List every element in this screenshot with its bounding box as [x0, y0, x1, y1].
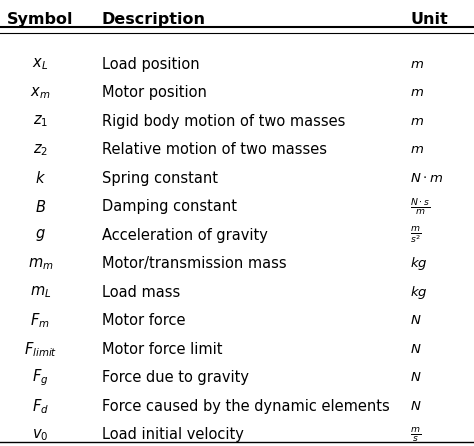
- Text: $x_L$: $x_L$: [32, 56, 48, 72]
- Text: $m_m$: $m_m$: [27, 256, 53, 272]
- Text: $m$: $m$: [410, 86, 424, 99]
- Text: $N$: $N$: [410, 343, 421, 356]
- Text: $k$: $k$: [35, 170, 46, 186]
- Text: Load position: Load position: [102, 57, 200, 72]
- Text: Relative motion of two masses: Relative motion of two masses: [102, 142, 327, 157]
- Text: $\frac{m}{s}$: $\frac{m}{s}$: [410, 425, 421, 444]
- Text: Load mass: Load mass: [102, 285, 180, 300]
- Text: Motor position: Motor position: [102, 85, 207, 100]
- Text: $N \cdot m$: $N \cdot m$: [410, 172, 443, 185]
- Text: $\frac{m}{s^2}$: $\frac{m}{s^2}$: [410, 225, 421, 246]
- Text: Description: Description: [102, 12, 206, 27]
- Text: Load initial velocity: Load initial velocity: [102, 427, 244, 442]
- Text: Motor force: Motor force: [102, 313, 185, 328]
- Text: $kg$: $kg$: [410, 284, 428, 301]
- Text: $m$: $m$: [410, 143, 424, 156]
- Text: $B$: $B$: [35, 199, 46, 215]
- Text: $F_{limit}$: $F_{limit}$: [24, 340, 57, 359]
- Text: $m$: $m$: [410, 58, 424, 71]
- Text: $z_1$: $z_1$: [33, 113, 48, 129]
- Text: Rigid body motion of two masses: Rigid body motion of two masses: [102, 114, 345, 129]
- Text: $x_m$: $x_m$: [30, 85, 50, 101]
- Text: Force due to gravity: Force due to gravity: [102, 370, 249, 385]
- Text: $N$: $N$: [410, 400, 421, 413]
- Text: $N$: $N$: [410, 371, 421, 384]
- Text: Motor force limit: Motor force limit: [102, 342, 222, 357]
- Text: Damping constant: Damping constant: [102, 199, 237, 214]
- Text: $m_L$: $m_L$: [29, 285, 51, 300]
- Text: $F_d$: $F_d$: [32, 397, 49, 416]
- Text: Acceleration of gravity: Acceleration of gravity: [102, 228, 268, 243]
- Text: Spring constant: Spring constant: [102, 171, 218, 186]
- Text: Unit: Unit: [410, 12, 448, 27]
- Text: $kg$: $kg$: [410, 255, 428, 272]
- Text: $v_0$: $v_0$: [32, 427, 48, 442]
- Text: $z_2$: $z_2$: [33, 142, 48, 157]
- Text: $g$: $g$: [35, 227, 46, 243]
- Text: $N$: $N$: [410, 314, 421, 327]
- Text: Motor/transmission mass: Motor/transmission mass: [102, 256, 287, 271]
- Text: $m$: $m$: [410, 115, 424, 128]
- Text: Symbol: Symbol: [7, 12, 73, 27]
- Text: $\frac{N \cdot s}{m}$: $\frac{N \cdot s}{m}$: [410, 196, 430, 217]
- Text: $F_g$: $F_g$: [32, 368, 48, 388]
- Text: $F_m$: $F_m$: [30, 311, 50, 330]
- Text: Force caused by the dynamic elements: Force caused by the dynamic elements: [102, 399, 390, 414]
